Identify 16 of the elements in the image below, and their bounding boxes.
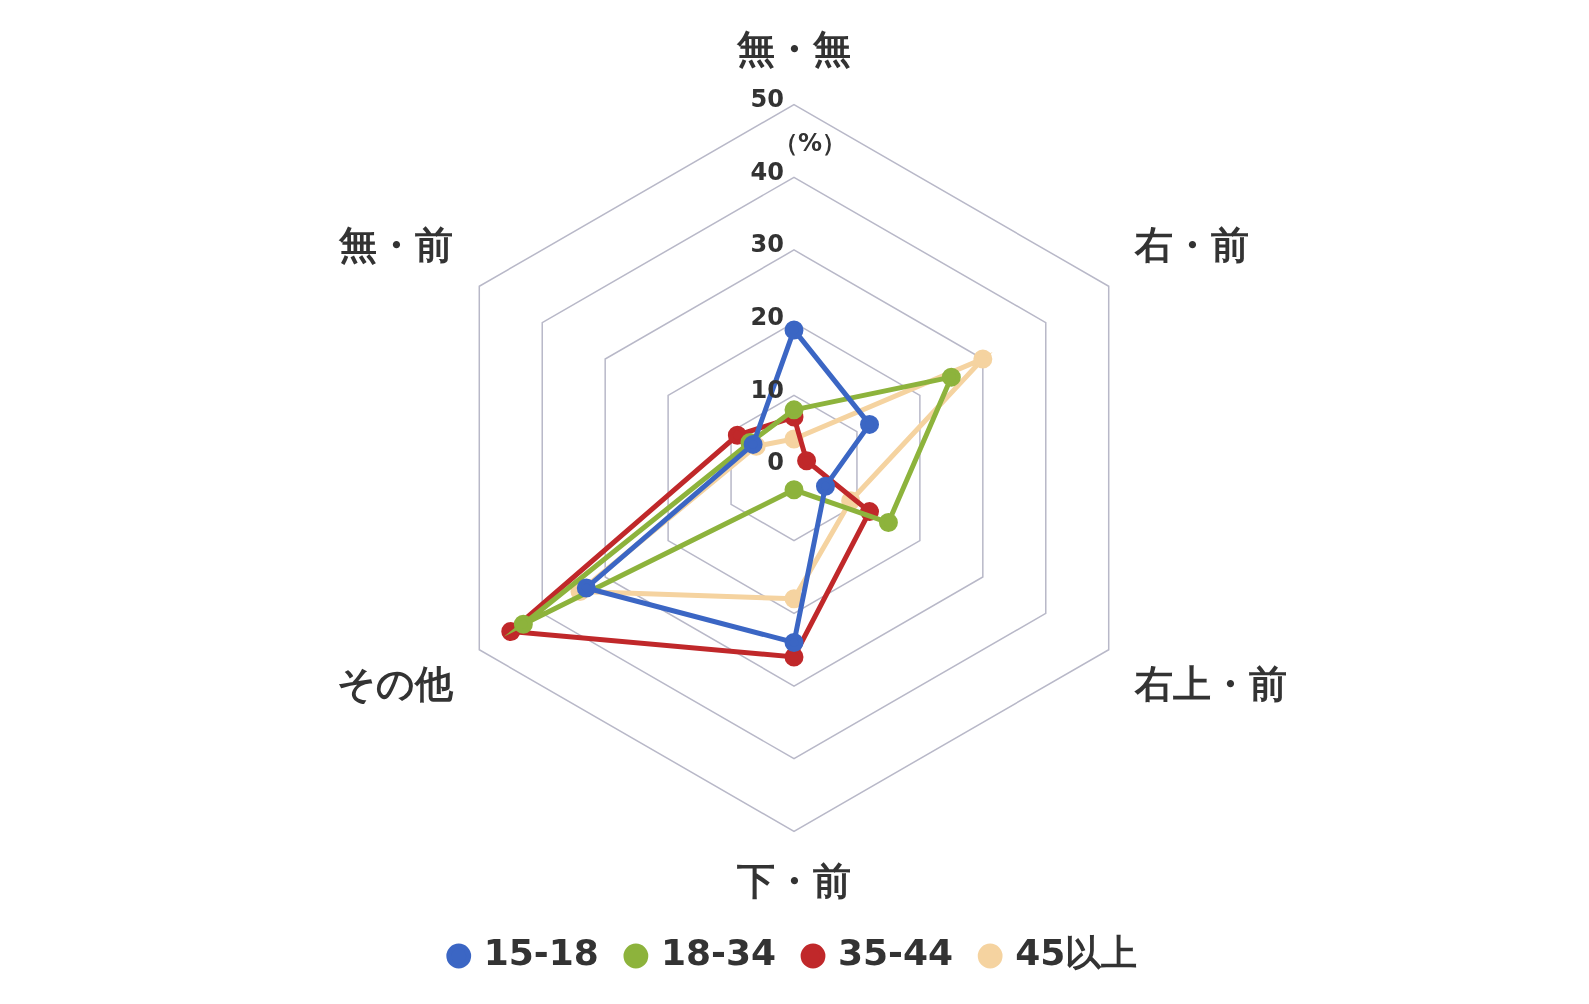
spoke-label: 下・前 bbox=[737, 859, 851, 904]
text: （%） bbox=[774, 129, 847, 158]
legend-label: 45以上 bbox=[1015, 932, 1138, 974]
y-tick-label: 30 bbox=[750, 230, 784, 259]
spoke-label: 右・前 bbox=[1133, 223, 1249, 268]
y-tick-label: 0 bbox=[767, 448, 784, 477]
y-tick-label: 50 bbox=[750, 84, 784, 113]
spoke-label: 無・前 bbox=[338, 223, 454, 268]
spoke-label: その他 bbox=[337, 662, 455, 707]
legend-label: 35-44 bbox=[838, 932, 954, 974]
legend-label: 15-18 bbox=[483, 932, 599, 974]
y-tick-label: 40 bbox=[750, 157, 784, 186]
legend-label: 18-34 bbox=[660, 932, 777, 974]
spoke-label: 右上・前 bbox=[1133, 662, 1287, 707]
y-tick-label: 20 bbox=[750, 302, 784, 331]
spoke-label: 無・無 bbox=[736, 26, 851, 71]
